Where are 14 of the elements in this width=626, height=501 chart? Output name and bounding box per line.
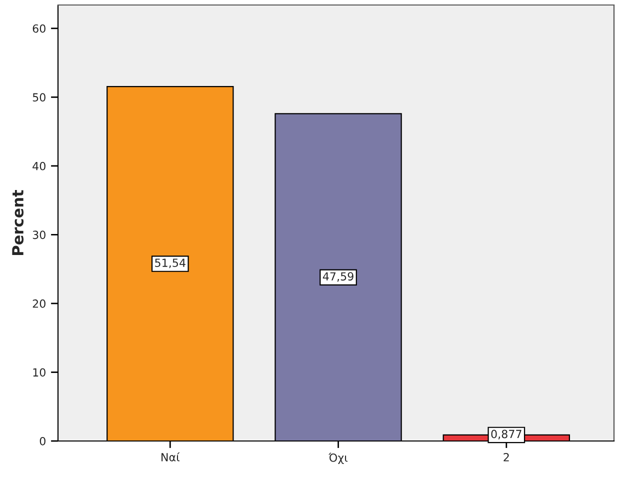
x-tick-label: Ναί — [162, 452, 180, 462]
y-tick-label: 60 — [32, 24, 46, 33]
data-label: 51,54 — [155, 258, 186, 268]
data-label: 0,877 — [491, 430, 522, 440]
y-tick-label: 30 — [32, 230, 46, 240]
x-tick-label: Όχι — [328, 452, 348, 464]
y-tick-label: 40 — [32, 162, 46, 170]
y-tick-label: 20 — [32, 299, 46, 308]
y-tick-label: 10 — [33, 368, 46, 377]
y-tick-label: 0 — [40, 436, 46, 446]
data-label: 47,59 — [322, 272, 354, 282]
x-tick-label: 2 — [504, 453, 509, 462]
y-axis-title: Percent — [12, 190, 24, 255]
y-tick-label: 50 — [32, 93, 46, 102]
